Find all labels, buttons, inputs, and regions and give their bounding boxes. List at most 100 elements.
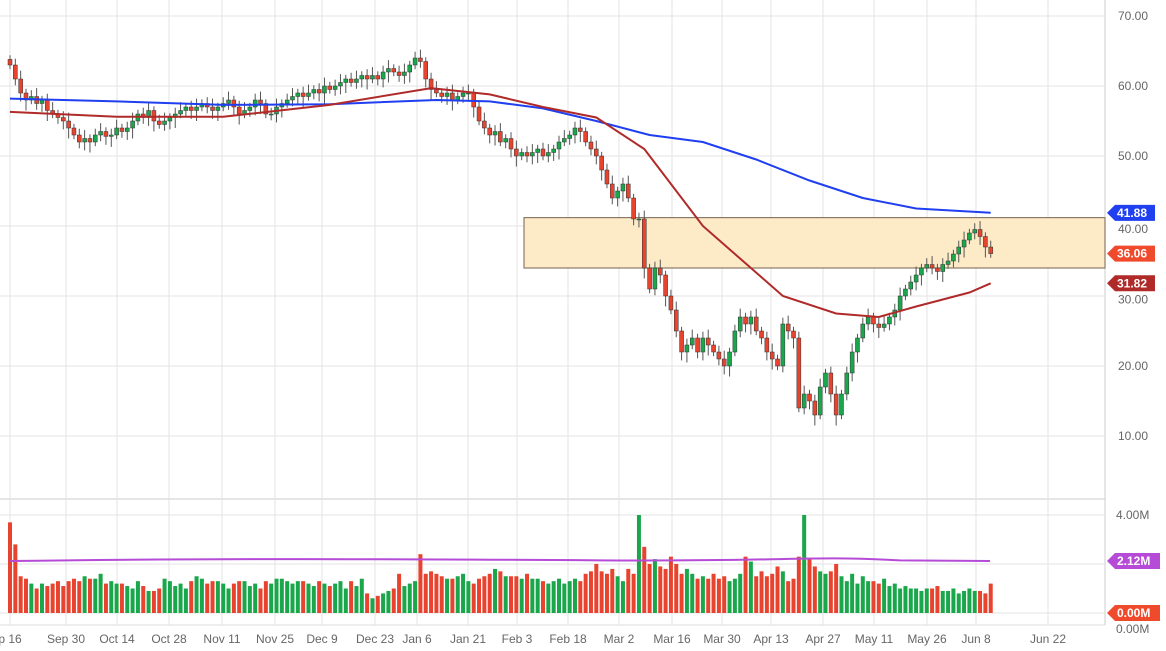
volume-bar [663,568,668,613]
candle-body [77,134,82,143]
date-tick-label: Mar 30 [703,632,741,646]
volume-bar [610,568,615,613]
volume-bar [818,571,823,613]
candle-body [748,316,754,325]
candle [695,333,700,359]
date-tick-label: Jun 8 [961,632,991,646]
candle-body [695,337,700,353]
candle-body [546,152,551,157]
candle-body [178,110,183,115]
volume-bar [487,573,492,613]
candle-body [370,75,375,80]
volume-bar [572,578,577,613]
volume-bar [418,554,423,613]
volume-bar [604,573,609,613]
candle-body [972,229,977,234]
candle-body [711,344,716,353]
candle-body [343,78,349,83]
candle-body [284,99,290,104]
candle [172,107,178,128]
last-price-tag: 36.06 [1117,247,1147,261]
volume-bar [434,573,439,613]
candle [972,223,977,240]
candle-body [620,183,626,192]
candle-body [418,57,423,62]
candle-body [855,337,860,353]
candle [876,317,882,338]
candle-body [828,372,834,395]
volume-bar [55,581,60,613]
volume-bar [258,588,263,613]
candle-body [764,337,770,353]
volume-bar [690,573,695,613]
candle-body [540,148,546,157]
volume-bar [386,590,391,613]
volume-bar [775,566,780,613]
candle-body [194,106,199,111]
candle [604,163,610,189]
volume-tick-label: 0.00M [1116,622,1149,636]
volume-bar [162,578,167,613]
candle [535,144,540,163]
volume-bar [871,581,876,613]
candle [833,385,839,426]
candle-body [913,274,919,283]
volume-bar [780,571,785,613]
volume-bar [109,581,114,613]
candle [210,98,215,119]
candle-body [268,113,274,116]
candle-body [300,92,306,97]
candle [103,127,109,145]
volume-bar [50,583,55,613]
candle [631,193,636,226]
candle [860,317,866,343]
candle [599,151,604,181]
volume-bar [269,583,274,613]
candle [348,72,354,87]
candle-body [103,131,109,137]
candle-body [386,68,391,73]
candle [674,301,679,338]
volume-bar [866,581,871,613]
volume-bar [125,586,130,613]
volume-bar [365,593,370,613]
candle [924,258,930,273]
volume-bar [498,571,503,613]
candle [610,175,615,205]
candle [332,79,338,96]
candle-body [817,386,823,416]
volume-bar [876,583,881,613]
candle [967,228,972,245]
candle-body [642,218,647,269]
candle [908,275,914,296]
candle-body [66,120,71,129]
candle-body [45,99,50,111]
candle-body [98,131,103,136]
date-tick-label: Nov 11 [203,632,240,646]
candle [737,308,743,338]
volume-bar [812,566,817,613]
candle [578,119,583,142]
candle [652,261,658,296]
volume-bar [764,576,769,613]
date-tick-label: Dec 23 [356,632,394,646]
candle-body [455,96,460,101]
candle [279,99,285,118]
candle [732,324,738,357]
candle [812,394,818,426]
volume-bar [183,588,188,613]
date-tick-label: May 26 [907,632,947,646]
candle-body [359,75,365,80]
candle-body [508,138,514,150]
candle [386,60,391,83]
candle-body [428,78,434,90]
candle-body [881,323,887,328]
volume-zero-tag: 0.00M [1117,606,1150,620]
candle-body [684,344,690,353]
candle [572,121,578,144]
volume-bar [423,573,428,613]
candle-body [849,351,855,374]
volume-bar [615,576,620,613]
candle-body [583,131,588,143]
